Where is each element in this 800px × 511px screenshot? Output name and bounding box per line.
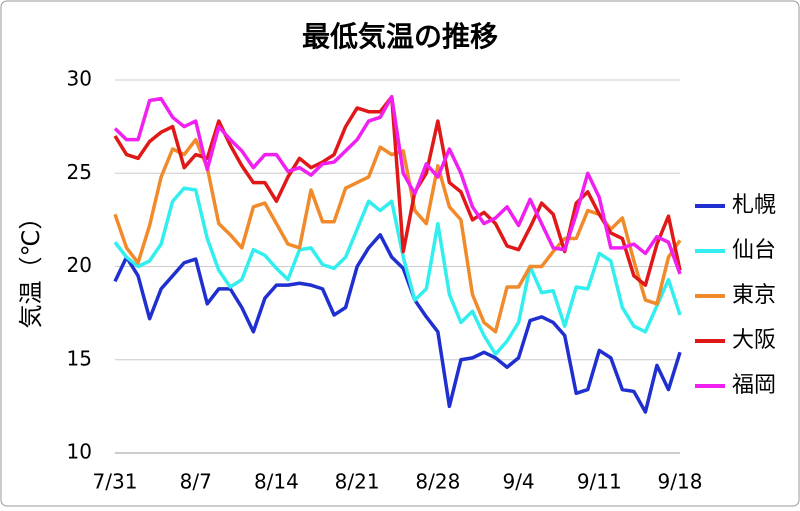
- x-tick-label: 7/31: [93, 470, 138, 494]
- series-line: [113, 95, 682, 287]
- legend-label: 東京: [732, 283, 776, 308]
- x-tick-label: 9/18: [658, 470, 703, 494]
- y-tick-label: 10: [67, 440, 92, 464]
- legend-label: 大阪: [732, 328, 776, 353]
- chart-title: 最低気温の推移: [302, 20, 498, 53]
- legend-label: 福岡: [732, 373, 776, 398]
- x-tick-label: 8/14: [254, 470, 299, 494]
- series-line: [113, 95, 682, 275]
- x-tick-label: 9/4: [502, 470, 534, 494]
- y-tick-label: 30: [67, 67, 92, 91]
- y-axis-label: 気温（℃）: [17, 206, 45, 329]
- legend-label: 仙台: [732, 238, 776, 263]
- legend-label: 札幌: [732, 193, 776, 218]
- y-tick-label: 20: [67, 253, 92, 277]
- x-tick-label: 8/28: [415, 470, 460, 494]
- series-line: [113, 233, 682, 414]
- series-line: [113, 186, 682, 356]
- y-tick-label: 25: [67, 160, 92, 184]
- y-tick-label: 15: [67, 346, 92, 370]
- x-tick-label: 8/21: [335, 470, 380, 494]
- x-tick-label: 8/7: [180, 470, 212, 494]
- x-tick-label: 9/11: [577, 470, 622, 494]
